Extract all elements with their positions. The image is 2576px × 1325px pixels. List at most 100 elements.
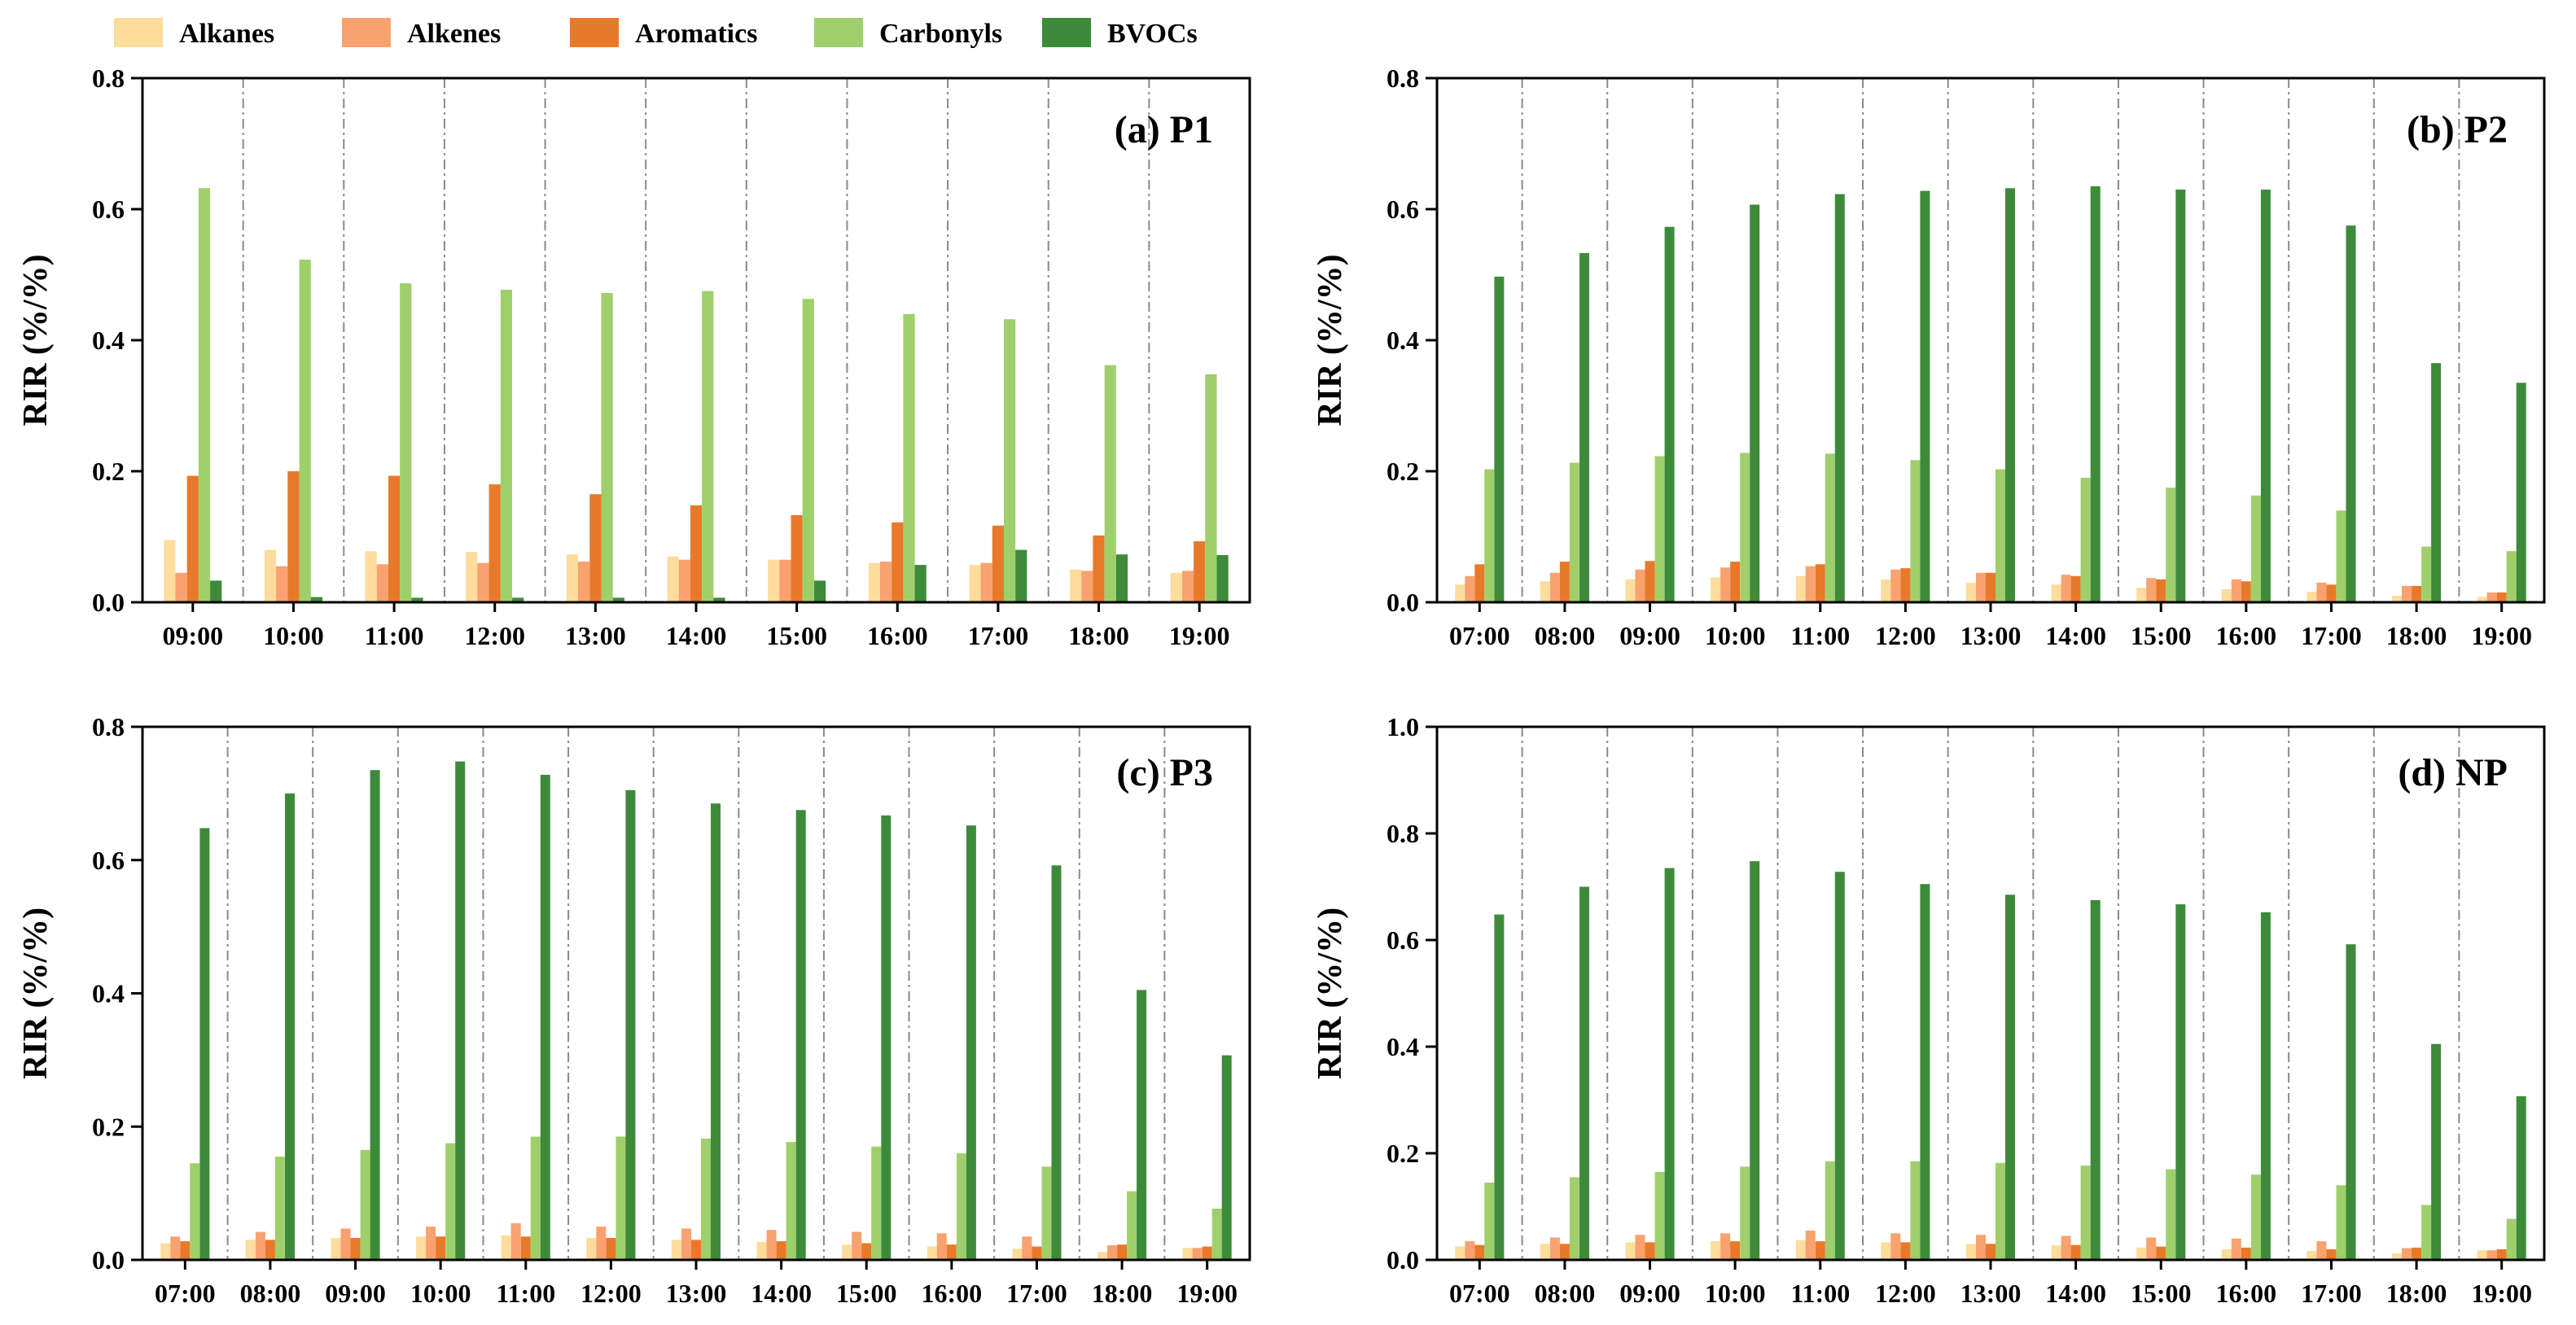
bar-bvocs-18-00 xyxy=(2431,1043,2442,1260)
bar-aromatics-18-00 xyxy=(2412,1247,2422,1260)
bar-alkenes-11-00 xyxy=(510,1223,521,1260)
bar-carbonyls-17-00 xyxy=(1004,319,1016,602)
x-tick-label-10-00: 10:00 xyxy=(1705,621,1766,650)
bar-aromatics-10-00 xyxy=(1730,562,1741,602)
bar-alkenes-17-00 xyxy=(2316,582,2327,602)
bar-bvocs-14-00 xyxy=(2090,186,2101,603)
bar-bvocs-15-00 xyxy=(2175,189,2186,602)
bar-bvocs-17-00 xyxy=(2346,944,2356,1260)
bar-alkenes-09-00 xyxy=(1635,569,1645,603)
bar-carbonyls-07-00 xyxy=(1484,469,1495,602)
bar-alkanes-10-00 xyxy=(264,549,277,602)
bar-alkanes-12-00 xyxy=(1881,1242,1891,1260)
bar-bvocs-14-00 xyxy=(795,810,806,1260)
y-tick-label: 0.2 xyxy=(1387,457,1419,486)
bar-carbonyls-08-00 xyxy=(1569,1177,1579,1260)
bar-alkanes-08-00 xyxy=(1540,581,1550,602)
legend: Alkanes Alkenes Aromatics Carbonyls BVOCs xyxy=(114,18,1198,49)
bar-bvocs-17-00 xyxy=(1015,549,1027,602)
bar-alkenes-17-00 xyxy=(2316,1241,2327,1260)
bar-alkenes-15-00 xyxy=(2146,578,2157,602)
bar-bvocs-10-00 xyxy=(1750,204,1760,602)
plot-frame xyxy=(141,725,1251,1262)
y-tick-label: 0.4 xyxy=(1387,1032,1419,1061)
bar-aromatics-15-00 xyxy=(791,514,803,602)
x-tick-label-15-00: 15:00 xyxy=(2131,621,2192,650)
y-tick-label: 0.0 xyxy=(92,1245,125,1275)
bar-alkenes-12-00 xyxy=(1890,1233,1901,1261)
bar-aromatics-15-00 xyxy=(2156,1246,2166,1260)
panel-c-p3: 0.0 0.2 0.4 0.6 0.8 07:00 08:00 09:00 10:00 11:00… xyxy=(17,712,1251,1308)
bar-carbonyls-07-00 xyxy=(190,1163,200,1260)
x-tick-label-09-00: 09:00 xyxy=(325,1279,386,1308)
bar-aromatics-16-00 xyxy=(2241,581,2251,602)
bar-alkanes-11-00 xyxy=(365,551,377,602)
panel-title: (c) P3 xyxy=(1116,751,1213,794)
bar-bvocs-13-00 xyxy=(2005,894,2015,1260)
bar-bvocs-12-00 xyxy=(512,597,524,602)
legend-item-alkenes: Alkenes xyxy=(342,18,501,49)
y-tick-label: 0.0 xyxy=(1387,588,1419,617)
bar-alkanes-16-00 xyxy=(2221,588,2232,602)
bar-carbonyls-13-00 xyxy=(1996,469,2005,602)
bar-alkenes-09-00 xyxy=(340,1228,351,1260)
bar-alkenes-18-00 xyxy=(2402,1248,2412,1260)
bar-aromatics-13-00 xyxy=(1986,1244,1996,1260)
x-tick-label-09-00: 09:00 xyxy=(1619,621,1680,650)
bar-alkanes-19-00 xyxy=(2477,597,2487,602)
bar-alkenes-08-00 xyxy=(1549,572,1560,602)
bar-aromatics-16-00 xyxy=(892,522,904,602)
bar-alkenes-16-00 xyxy=(2231,579,2241,602)
bar-bvocs-11-00 xyxy=(1834,872,1845,1260)
bar-alkanes-13-00 xyxy=(1965,1244,1976,1260)
panel-title: (d) NP xyxy=(2398,751,2508,794)
bar-alkenes-14-00 xyxy=(766,1230,777,1260)
x-tick-label-11-00: 11:00 xyxy=(496,1279,555,1308)
y-axis-title: RIR (%/%) xyxy=(1312,907,1349,1079)
bar-alkanes-18-00 xyxy=(2392,596,2402,602)
bar-bvocs-19-00 xyxy=(2516,383,2526,602)
bar-aromatics-09-00 xyxy=(1645,1242,1655,1260)
bar-carbonyls-08-00 xyxy=(1569,462,1579,602)
x-tick-label-17-00: 17:00 xyxy=(2301,1279,2362,1308)
bar-aromatics-09-00 xyxy=(1645,561,1655,602)
bar-bvocs-09-00 xyxy=(1664,868,1675,1260)
y-tick-label: 0.0 xyxy=(92,588,125,617)
bar-bvocs-13-00 xyxy=(612,597,624,602)
bar-aromatics-13-00 xyxy=(589,494,602,602)
bar-bvocs-16-00 xyxy=(2260,912,2271,1260)
x-tick-label-08-00: 08:00 xyxy=(1535,621,1596,650)
bar-alkanes-18-00 xyxy=(1070,569,1082,603)
x-tick-label-07-00: 07:00 xyxy=(1449,1279,1510,1308)
x-tick-label-07-00: 07:00 xyxy=(155,1279,216,1308)
legend-swatch-bvocs xyxy=(1042,18,1091,47)
bar-carbonyls-16-00 xyxy=(956,1153,966,1260)
bar-alkanes-16-00 xyxy=(927,1246,937,1260)
bar-bvocs-18-00 xyxy=(1115,554,1128,602)
bar-aromatics-08-00 xyxy=(1559,1244,1570,1260)
x-tick-label-14-00: 14:00 xyxy=(2045,621,2106,650)
bar-alkanes-18-00 xyxy=(1097,1252,1107,1260)
bar-alkenes-13-00 xyxy=(578,562,590,602)
x-tick-label-17-00: 17:00 xyxy=(1006,1279,1067,1308)
x-tick-label-15-00: 15:00 xyxy=(836,1279,897,1308)
bar-bvocs-11-00 xyxy=(1834,194,1845,602)
bar-aromatics-14-00 xyxy=(776,1241,786,1260)
x-tick-label-16-00: 16:00 xyxy=(922,1279,983,1308)
y-tick-label: 0.4 xyxy=(1387,326,1419,355)
bar-carbonyls-15-00 xyxy=(2166,1169,2176,1260)
bar-alkenes-16-00 xyxy=(936,1233,947,1261)
bar-alkanes-07-00 xyxy=(1455,1246,1465,1260)
bar-aromatics-19-00 xyxy=(2496,592,2507,602)
bar-aromatics-12-00 xyxy=(1900,1242,1911,1260)
bar-carbonyls-13-00 xyxy=(601,293,613,602)
bar-bvocs-14-00 xyxy=(2090,899,2101,1260)
bar-alkanes-14-00 xyxy=(2051,584,2061,602)
bar-aromatics-18-00 xyxy=(1093,535,1105,602)
bar-carbonyls-18-00 xyxy=(1104,365,1116,602)
bar-bvocs-13-00 xyxy=(2005,188,2015,602)
bar-bvocs-12-00 xyxy=(625,789,636,1260)
bar-aromatics-11-00 xyxy=(1815,1241,1825,1260)
bar-alkanes-17-00 xyxy=(1012,1248,1023,1260)
bar-carbonyls-09-00 xyxy=(1654,456,1665,602)
